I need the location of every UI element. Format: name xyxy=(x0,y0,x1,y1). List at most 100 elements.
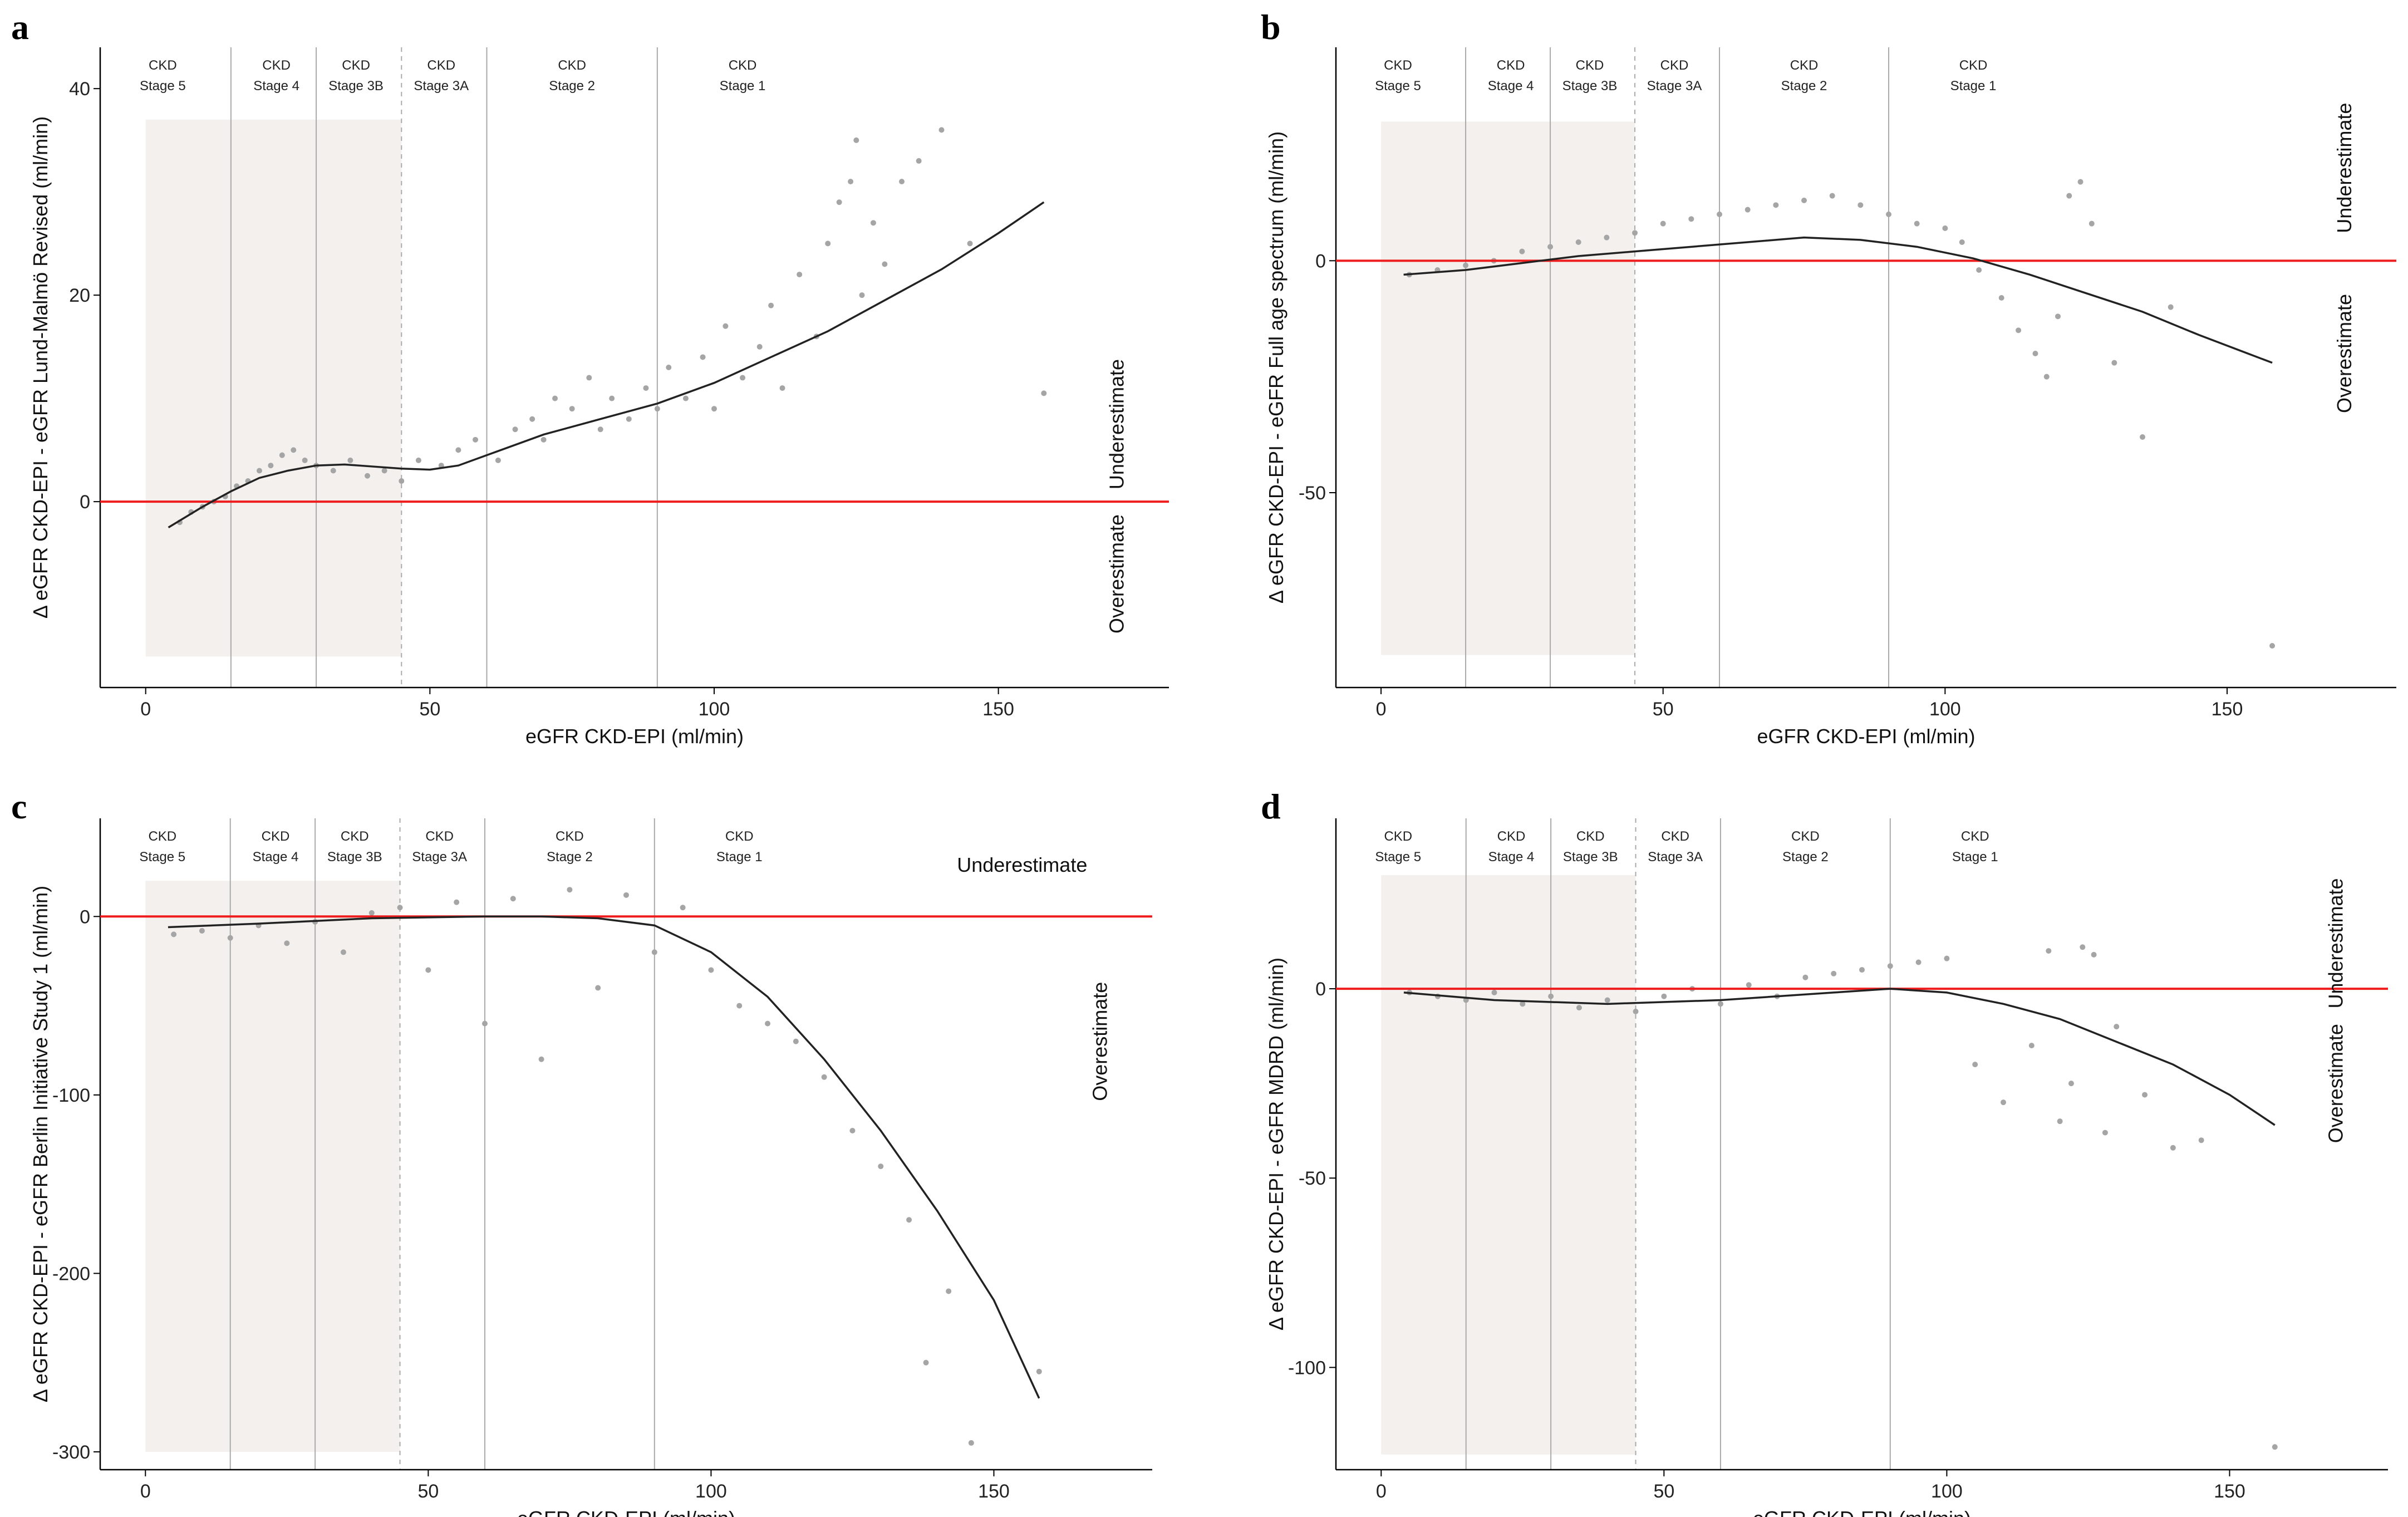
scatter-point xyxy=(256,468,262,474)
scatter-point xyxy=(821,1074,827,1080)
shaded-region xyxy=(1381,875,1636,1455)
scatter-point xyxy=(756,343,763,350)
scatter-point xyxy=(1942,225,1948,231)
scatter-point xyxy=(848,179,854,185)
scatter-point xyxy=(199,927,205,934)
scatter-point xyxy=(1959,239,1965,245)
shaded-region xyxy=(145,119,402,657)
x-tick-label: 0 xyxy=(1376,1481,1387,1502)
scatter-point xyxy=(682,395,689,401)
x-tick-label: 0 xyxy=(1376,699,1387,720)
stage-label-ckd: CKD xyxy=(1384,58,1412,73)
stage-label-ckd: CKD xyxy=(556,829,584,844)
scatter-point xyxy=(481,1020,488,1027)
x-tick-label: 0 xyxy=(140,1481,151,1502)
annotation-underestimate: Underestimate xyxy=(1105,359,1128,489)
scatter-point xyxy=(825,240,831,247)
scatter-point xyxy=(1972,1062,1978,1068)
stage-label-stage: Stage 1 xyxy=(716,850,763,865)
annotation-overestimate: Overestimate xyxy=(1105,514,1128,634)
scatter-point xyxy=(529,416,535,422)
scatter-point xyxy=(906,1217,912,1223)
stage-label-ckd: CKD xyxy=(1576,829,1605,844)
scatter-point xyxy=(454,899,460,905)
stage-label-stage: Stage 4 xyxy=(1488,850,1535,865)
scatter-point xyxy=(540,436,547,443)
scatter-point xyxy=(1633,1008,1639,1014)
scatter-point xyxy=(768,302,774,308)
scatter-point xyxy=(859,292,865,298)
annotation-underestimate: Underestimate xyxy=(2333,103,2356,233)
x-tick-label: 150 xyxy=(982,699,1014,720)
x-axis-label: eGFR CKD-EPI (ml/min) xyxy=(525,725,744,748)
scatter-point xyxy=(2055,313,2061,320)
scatter-point xyxy=(1519,248,1525,254)
panel-letter: c xyxy=(11,787,27,826)
stage-label-ckd: CKD xyxy=(262,829,290,844)
shaded-region xyxy=(145,881,400,1452)
scatter-point xyxy=(495,457,501,463)
scatter-point xyxy=(700,354,706,360)
stage-label-stage: Stage 5 xyxy=(1375,78,1421,94)
scatter-point xyxy=(765,1020,771,1027)
stage-label-ckd: CKD xyxy=(262,58,291,73)
scatter-point xyxy=(849,1127,856,1133)
scatter-point xyxy=(569,406,575,412)
trend-line xyxy=(168,915,1040,1399)
scatter-point xyxy=(291,447,297,453)
panel-c: CKD Stage 5 CKD Stage 4 CKD Stage 3B CKD Stage … xyxy=(11,787,1152,1517)
scatter-point xyxy=(1801,198,1807,203)
stage-label-ckd: CKD xyxy=(148,829,176,844)
stage-label-stage: Stage 3B xyxy=(328,78,384,94)
stage-label-ckd: CKD xyxy=(1661,829,1689,844)
scatter-point xyxy=(2198,1137,2204,1143)
scatter-point xyxy=(2080,944,2086,950)
x-axis-label: eGFR CKD-EPI (ml/min) xyxy=(517,1507,735,1517)
scatter-point xyxy=(626,416,632,422)
y-tick-label: 0 xyxy=(80,492,90,513)
scatter-point xyxy=(2272,1444,2278,1450)
scatter-point xyxy=(797,272,803,278)
scatter-point xyxy=(1463,262,1469,268)
scatter-point xyxy=(711,406,717,412)
scatter-point xyxy=(899,179,905,185)
scatter-point xyxy=(510,896,516,902)
x-tick-label: 0 xyxy=(140,699,151,720)
x-tick-label: 50 xyxy=(1653,699,1674,720)
stage-label-ckd: CKD xyxy=(427,58,455,73)
panel-letter: a xyxy=(11,7,29,47)
scatter-point xyxy=(595,985,601,991)
scatter-point xyxy=(1944,955,1950,961)
x-tick-label: 150 xyxy=(2212,699,2243,720)
stage-label-stage: Stage 2 xyxy=(1781,78,1827,94)
annotation-underestimate: Underestimate xyxy=(957,853,1087,876)
stage-label-stage: Stage 3A xyxy=(1648,850,1703,865)
scatter-point xyxy=(347,457,353,463)
stage-label-stage: Stage 3A xyxy=(414,78,469,94)
stage-label-stage: Stage 4 xyxy=(1488,78,1534,94)
y-tick-label: 20 xyxy=(69,285,90,306)
x-axis-label: eGFR CKD-EPI (ml/min) xyxy=(1753,1507,1971,1517)
x-tick-label: 50 xyxy=(417,1481,439,1502)
scatter-point xyxy=(1914,220,1920,227)
scatter-point xyxy=(2114,1024,2120,1030)
scatter-point xyxy=(2077,179,2083,185)
y-tick-label: -200 xyxy=(52,1263,90,1284)
scatter-point xyxy=(882,261,888,267)
panel-letter: b xyxy=(1261,7,1281,47)
scatter-point xyxy=(1802,974,1809,980)
scatter-point xyxy=(2168,304,2174,310)
shaded-region xyxy=(1381,121,1635,655)
scatter-point xyxy=(878,1163,884,1170)
y-axis-label: Δ eGFR CKD-EPI - eGFR MDRD (ml/min) xyxy=(1265,958,1287,1331)
scatter-point xyxy=(1575,239,1581,245)
stage-label-ckd: CKD xyxy=(1497,829,1526,844)
scatter-point xyxy=(1998,295,2004,301)
scatter-point xyxy=(1829,193,1835,199)
scatter-point xyxy=(2066,193,2072,199)
panel-letter: d xyxy=(1261,787,1281,826)
stage-label-stage: Stage 3B xyxy=(1563,850,1618,865)
stage-label-ckd: CKD xyxy=(1576,58,1604,73)
scatter-point xyxy=(425,967,431,973)
panel-b: CKD Stage 5 CKD Stage 4 CKD Stage 3B CKD Stage … xyxy=(1261,7,2396,748)
